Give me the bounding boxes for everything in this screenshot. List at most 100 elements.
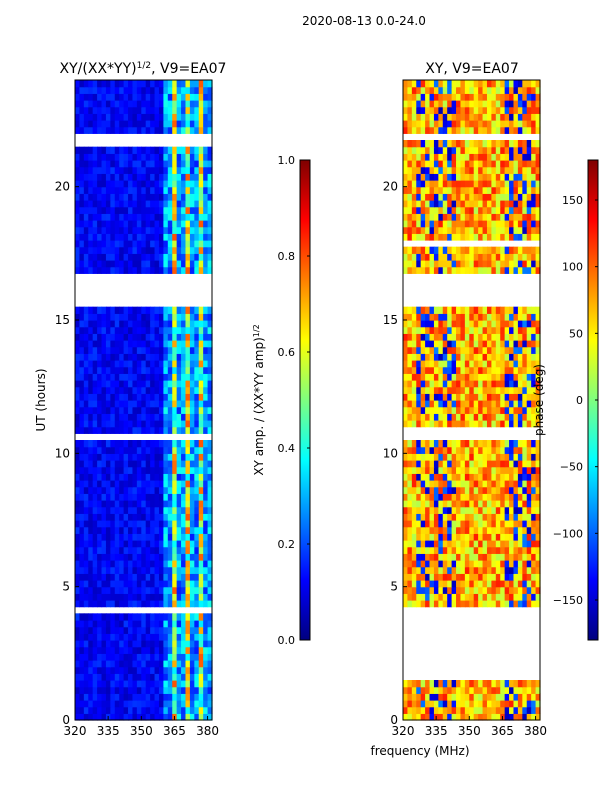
heatmap-cell <box>110 620 116 628</box>
heatmap-cell <box>150 340 156 348</box>
heatmap-cell <box>203 233 209 241</box>
heatmap-cell <box>203 680 209 688</box>
heatmap-cell <box>207 440 213 448</box>
heatmap-cell <box>447 680 453 688</box>
heatmap-cell <box>447 113 453 121</box>
heatmap-cell <box>411 313 417 321</box>
heatmap-cell <box>136 246 142 254</box>
heatmap-cell <box>128 466 134 474</box>
heatmap-cell <box>531 313 537 321</box>
heatmap-cell <box>420 266 426 274</box>
heatmap-cell <box>114 566 120 574</box>
heatmap-cell <box>185 420 191 428</box>
heatmap-cell <box>194 713 200 721</box>
heatmap-cell <box>433 686 439 694</box>
heatmap-cell <box>447 140 453 148</box>
heatmap-cell <box>420 546 426 554</box>
heatmap-cell <box>522 180 528 188</box>
heatmap-cell <box>473 513 479 521</box>
heatmap-cell <box>123 693 129 701</box>
heatmap-cell <box>154 646 160 654</box>
heatmap-cell <box>425 200 431 208</box>
heatmap-cell <box>92 540 98 548</box>
heatmap-cell <box>88 640 94 648</box>
heatmap-cell <box>79 426 85 434</box>
heatmap-cell <box>495 520 501 528</box>
heatmap-cell <box>491 713 497 721</box>
heatmap-cell <box>203 506 209 514</box>
heatmap-cell <box>97 93 103 101</box>
heatmap-cell <box>79 213 85 221</box>
heatmap-cell <box>92 406 98 414</box>
heatmap-cell <box>136 633 142 641</box>
heatmap-cell <box>403 406 409 414</box>
heatmap-cell <box>433 200 439 208</box>
heatmap-cell <box>92 446 98 454</box>
heatmap-cell <box>403 200 409 208</box>
heatmap-cell <box>411 413 417 421</box>
heatmap-cell <box>464 413 470 421</box>
heatmap-cell <box>456 486 462 494</box>
heatmap-cell <box>150 633 156 641</box>
heatmap-cell <box>119 540 125 548</box>
heatmap-cell <box>75 633 81 641</box>
heatmap-cell <box>486 206 492 214</box>
heatmap-cell <box>158 486 164 494</box>
heatmap-cell <box>482 446 488 454</box>
heatmap-cell <box>158 326 164 334</box>
heatmap-cell <box>460 113 466 121</box>
heatmap-cell <box>495 533 501 541</box>
heatmap-cell <box>194 480 200 488</box>
heatmap-cell <box>101 380 107 388</box>
heatmap-cell <box>194 446 200 454</box>
heatmap-cell <box>92 686 98 694</box>
heatmap-cell <box>411 713 417 721</box>
heatmap-cell <box>526 180 532 188</box>
heatmap-cell <box>83 240 89 248</box>
heatmap-cell <box>128 86 134 94</box>
heatmap-cell <box>531 593 537 601</box>
heatmap-cell <box>438 186 444 194</box>
heatmap-cell <box>185 386 191 394</box>
heatmap-cell <box>429 386 435 394</box>
heatmap-cell <box>185 193 191 201</box>
heatmap-cell <box>207 93 213 101</box>
heatmap-cell <box>473 106 479 114</box>
heatmap-cell <box>114 100 120 108</box>
heatmap-cell <box>176 406 182 414</box>
heatmap-cell <box>526 486 532 494</box>
heatmap-cell <box>97 86 103 94</box>
heatmap-cell <box>123 686 129 694</box>
heatmap-cell <box>451 320 457 328</box>
heatmap-cell <box>522 226 528 234</box>
heatmap-cell <box>158 340 164 348</box>
heatmap-cell <box>132 386 138 394</box>
heatmap-cell <box>513 406 519 414</box>
heatmap-cell <box>145 233 151 241</box>
heatmap-cell <box>509 486 515 494</box>
heatmap-cell <box>491 186 497 194</box>
heatmap-cell <box>158 353 164 361</box>
heatmap-cell <box>75 666 81 674</box>
heatmap-cell <box>79 246 85 254</box>
heatmap-cell <box>469 600 475 608</box>
heatmap-cell <box>531 473 537 481</box>
heatmap-cell <box>167 240 173 248</box>
heatmap-cell <box>172 113 178 121</box>
heatmap-cell <box>500 126 506 134</box>
heatmap-cell <box>119 240 125 248</box>
heatmap-cell <box>145 680 151 688</box>
heatmap-cell <box>136 520 142 528</box>
heatmap-cell <box>517 393 523 401</box>
heatmap-cell <box>482 260 488 268</box>
heatmap-cell <box>495 460 501 468</box>
heatmap-cell <box>495 386 501 394</box>
heatmap-cell <box>464 466 470 474</box>
heatmap-cell <box>469 706 475 714</box>
heatmap-cell <box>411 540 417 548</box>
heatmap-cell <box>203 453 209 461</box>
heatmap-cell <box>500 473 506 481</box>
heatmap-cell <box>203 246 209 254</box>
heatmap-cell <box>185 700 191 708</box>
heatmap-cell <box>464 706 470 714</box>
